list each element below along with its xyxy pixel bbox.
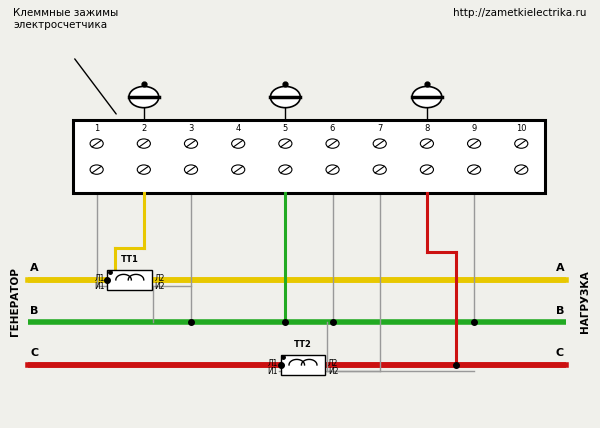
Circle shape: [515, 139, 528, 148]
Circle shape: [90, 165, 103, 174]
Text: TT2: TT2: [294, 340, 312, 349]
Text: Л1: Л1: [268, 359, 278, 368]
Text: 4: 4: [236, 124, 241, 133]
Circle shape: [326, 165, 339, 174]
Text: 2: 2: [141, 124, 146, 133]
Circle shape: [373, 139, 386, 148]
Text: ГЕНЕРАТОР: ГЕНЕРАТОР: [10, 267, 20, 336]
Circle shape: [137, 139, 151, 148]
Text: 9: 9: [472, 124, 477, 133]
Circle shape: [467, 165, 481, 174]
Text: A: A: [30, 263, 38, 273]
Circle shape: [326, 139, 339, 148]
Text: Клеммные зажимы
электросчетчика: Клеммные зажимы электросчетчика: [13, 8, 119, 30]
Text: НАГРУЗКА: НАГРУЗКА: [580, 270, 590, 333]
Text: И1: И1: [95, 282, 105, 291]
Circle shape: [467, 139, 481, 148]
Text: C: C: [556, 348, 564, 358]
Circle shape: [90, 139, 103, 148]
Circle shape: [271, 86, 300, 108]
Circle shape: [279, 165, 292, 174]
Text: И2: И2: [155, 282, 165, 291]
Text: Л2: Л2: [328, 359, 338, 368]
Circle shape: [421, 165, 433, 174]
Text: Л1: Л1: [95, 274, 105, 283]
Text: 8: 8: [424, 124, 430, 133]
Circle shape: [279, 139, 292, 148]
Circle shape: [232, 165, 245, 174]
Circle shape: [184, 139, 197, 148]
Text: B: B: [30, 306, 38, 315]
Text: B: B: [556, 306, 564, 315]
Text: C: C: [30, 348, 38, 358]
Text: A: A: [556, 263, 564, 273]
Text: 5: 5: [283, 124, 288, 133]
Text: 1: 1: [94, 124, 99, 133]
Text: 3: 3: [188, 124, 194, 133]
Text: Л2: Л2: [155, 274, 165, 283]
Circle shape: [421, 139, 433, 148]
Circle shape: [184, 165, 197, 174]
Circle shape: [137, 165, 151, 174]
Bar: [107, 270, 152, 290]
Text: И2: И2: [328, 367, 338, 376]
Text: И1: И1: [268, 367, 278, 376]
Text: 6: 6: [330, 124, 335, 133]
Circle shape: [515, 165, 528, 174]
Bar: [281, 355, 325, 375]
Text: http://zametkielectrika.ru: http://zametkielectrika.ru: [453, 8, 587, 18]
Text: 10: 10: [516, 124, 527, 133]
Circle shape: [412, 86, 442, 108]
Text: TT1: TT1: [121, 255, 139, 264]
Circle shape: [129, 86, 159, 108]
Bar: [73, 120, 545, 193]
Circle shape: [373, 165, 386, 174]
Text: 7: 7: [377, 124, 382, 133]
Circle shape: [232, 139, 245, 148]
